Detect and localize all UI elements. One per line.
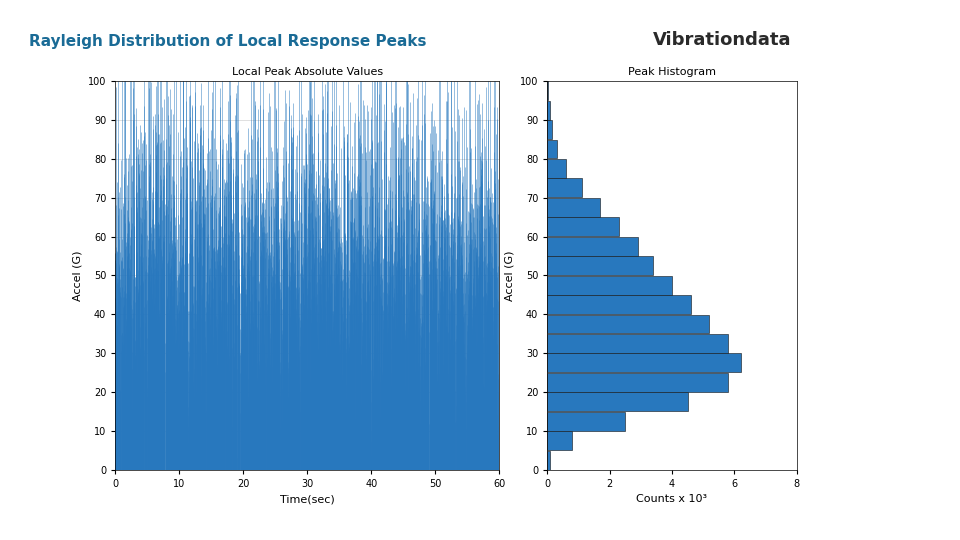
- Bar: [547, 120, 552, 139]
- Bar: [547, 218, 619, 236]
- Bar: [547, 237, 637, 255]
- Bar: [547, 354, 741, 372]
- Bar: [547, 373, 728, 392]
- Bar: [547, 198, 600, 217]
- Title: Peak Histogram: Peak Histogram: [628, 68, 716, 77]
- Bar: [547, 295, 690, 314]
- Text: Rayleigh Distribution of Local Response Peaks: Rayleigh Distribution of Local Response …: [29, 33, 426, 49]
- Bar: [547, 431, 572, 450]
- X-axis label: Counts x 10³: Counts x 10³: [636, 495, 708, 504]
- Y-axis label: Accel (G): Accel (G): [504, 250, 515, 301]
- X-axis label: Time(sec): Time(sec): [279, 495, 335, 504]
- Bar: [547, 179, 582, 197]
- Bar: [547, 101, 550, 119]
- Bar: [547, 159, 565, 178]
- Bar: [547, 276, 672, 294]
- Bar: [547, 334, 728, 353]
- Bar: [547, 315, 709, 333]
- Bar: [547, 451, 550, 469]
- Bar: [547, 256, 653, 275]
- Title: Local Peak Absolute Values: Local Peak Absolute Values: [231, 68, 383, 77]
- Bar: [547, 140, 557, 158]
- Bar: [547, 412, 625, 430]
- Text: Vibrationdata: Vibrationdata: [653, 31, 791, 49]
- Y-axis label: Accel (G): Accel (G): [72, 250, 83, 301]
- Bar: [547, 393, 687, 411]
